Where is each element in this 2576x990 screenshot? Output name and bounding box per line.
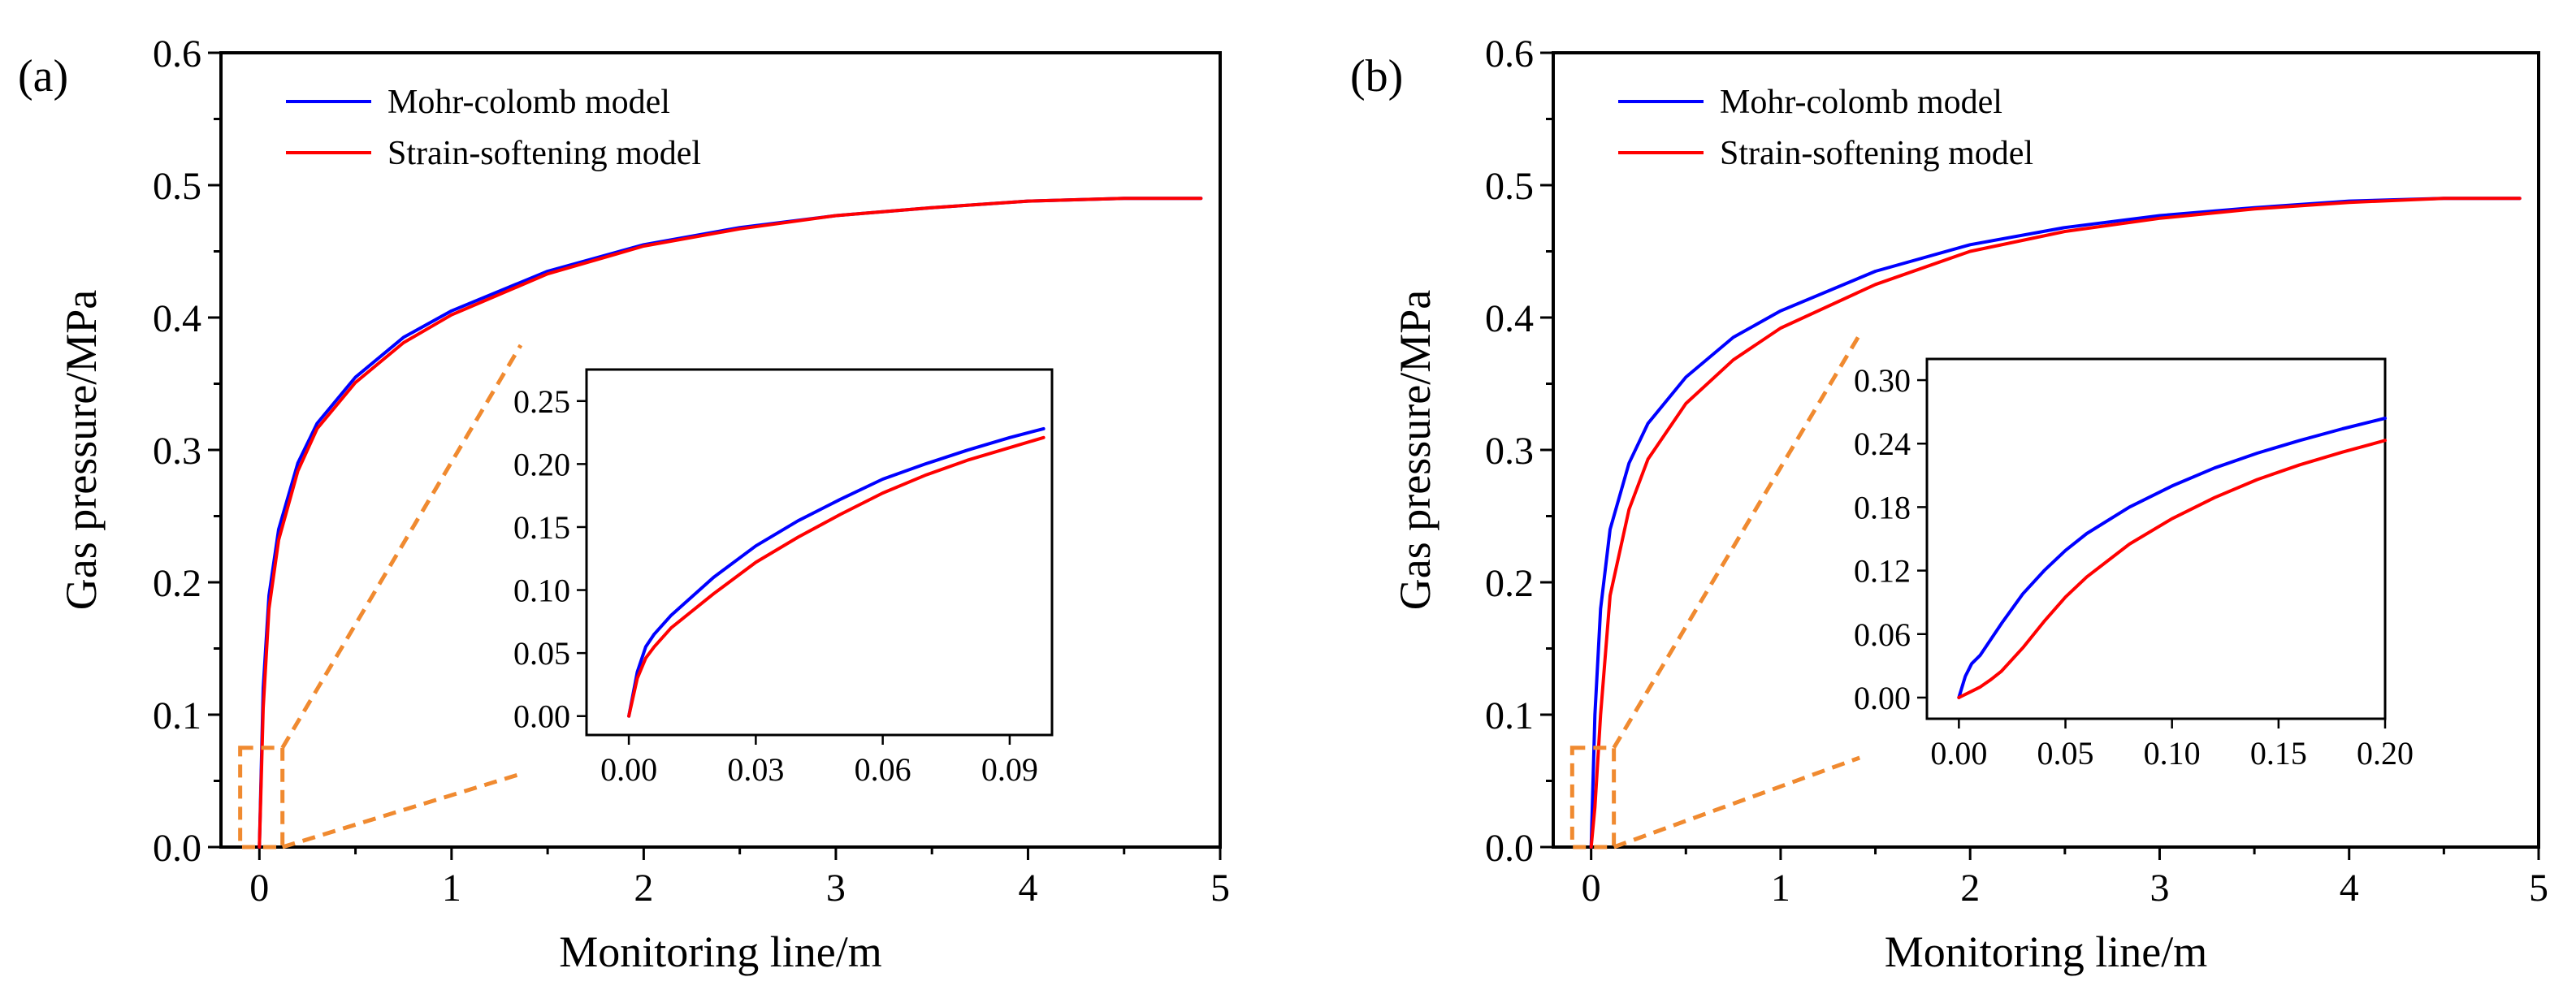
inset-y-tick-label: 0.00 bbox=[1854, 680, 1911, 716]
x-tick-label: 0 bbox=[1582, 867, 1601, 910]
inset-y-tick-label: 0.30 bbox=[1854, 362, 1911, 399]
inset-x-tick-label: 0.03 bbox=[727, 751, 784, 788]
x-tick-label: 0 bbox=[249, 867, 269, 910]
zoom-connector-upper bbox=[1612, 333, 1862, 750]
chart-panel-0: 0.0 0.1 0.2 0.3 0.4 0.5 0.6 0 1 2 3 4 5 Monitoring li… bbox=[18, 32, 1230, 976]
zoom-box bbox=[238, 746, 285, 849]
y-tick-label: 0.3 bbox=[153, 430, 201, 473]
x-axis-title: Monitoring line/m bbox=[1885, 927, 2208, 976]
inset-series-line-1 bbox=[1957, 439, 2387, 699]
inset-x-tick-label: 0.00 bbox=[600, 751, 657, 788]
x-tick-label: 1 bbox=[1771, 867, 1790, 910]
y-tick-label: 0.4 bbox=[153, 297, 201, 340]
zoom-connector-lower bbox=[281, 772, 522, 849]
x-tick-label: 5 bbox=[2529, 867, 2548, 910]
legend-label-1: Strain-softening model bbox=[1720, 135, 2033, 172]
inset-y-tick-label: 0.15 bbox=[513, 509, 570, 546]
y-axis-title: Gas pressure/MPa bbox=[1391, 290, 1440, 610]
inset-y-tick-label: 0.24 bbox=[1854, 426, 1911, 462]
inset-y-tick-label: 0.25 bbox=[513, 383, 570, 420]
y-tick-label: 0.0 bbox=[1485, 827, 1534, 870]
legend-label-0: Mohr-colomb model bbox=[1720, 84, 2002, 121]
y-tick-label: 0.1 bbox=[1485, 694, 1534, 737]
inset-x-tick-label: 0.20 bbox=[2357, 735, 2414, 772]
y-tick-label: 0.5 bbox=[1485, 165, 1534, 208]
inset-series-line-1 bbox=[627, 435, 1046, 718]
y-tick-label: 0.0 bbox=[153, 827, 201, 870]
inset-y-tick-label: 0.12 bbox=[1854, 553, 1911, 590]
x-tick-label: 4 bbox=[2340, 867, 2359, 910]
x-tick-label: 4 bbox=[1018, 867, 1037, 910]
inset-series-line-0 bbox=[1957, 417, 2387, 699]
inset-x-tick-label: 0.10 bbox=[2144, 735, 2201, 772]
inset-y-tick-label: 0.18 bbox=[1854, 489, 1911, 525]
legend-label-1: Strain-softening model bbox=[387, 135, 701, 172]
series-line-0 bbox=[258, 197, 1203, 849]
y-tick-label: 0.4 bbox=[1485, 297, 1534, 340]
panel-label: (a) bbox=[18, 51, 68, 102]
inset-chart: 0.00 0.05 0.10 0.15 0.20 0.25 0.00 0.03 0.06 0.09 bbox=[513, 368, 1054, 788]
inset-x-tick-label: 0.00 bbox=[1930, 735, 1987, 772]
series-line-1 bbox=[258, 197, 1203, 849]
inset-x-tick-label: 0.15 bbox=[2250, 735, 2307, 772]
y-tick-label: 0.3 bbox=[1485, 430, 1534, 473]
inset-x-tick-label: 0.05 bbox=[2037, 735, 2094, 772]
inset-y-tick-label: 0.05 bbox=[513, 635, 570, 672]
y-tick-label: 0.6 bbox=[1485, 32, 1534, 76]
inset-y-tick-label: 0.20 bbox=[513, 446, 570, 482]
inset-y-tick-label: 0.06 bbox=[1854, 616, 1911, 653]
panel-label: (b) bbox=[1350, 51, 1403, 102]
x-tick-label: 2 bbox=[1960, 867, 1980, 910]
inset-y-tick-label: 0.10 bbox=[513, 573, 570, 609]
y-tick-label: 0.2 bbox=[153, 562, 201, 605]
inset-x-tick-label: 0.09 bbox=[981, 751, 1038, 788]
chart-panel-1: 0.0 0.1 0.2 0.3 0.4 0.5 0.6 0 1 2 3 4 5 Monitoring li… bbox=[1350, 32, 2548, 976]
inset-x-tick-label: 0.06 bbox=[855, 751, 911, 788]
x-tick-label: 1 bbox=[442, 867, 461, 910]
legend-label-0: Mohr-colomb model bbox=[387, 84, 670, 121]
zoom-box bbox=[1569, 746, 1617, 849]
x-tick-label: 2 bbox=[634, 867, 653, 910]
x-axis-title: Monitoring line/m bbox=[559, 927, 882, 976]
inset-chart: 0.00 0.06 0.12 0.18 0.24 0.30 0.00 0.05 0.10 0.15… bbox=[1854, 357, 2414, 772]
y-tick-label: 0.6 bbox=[153, 32, 201, 76]
y-tick-label: 0.1 bbox=[153, 694, 201, 737]
inset-series-line-0 bbox=[627, 426, 1046, 718]
plot-frame bbox=[219, 51, 1222, 849]
inset-frame bbox=[1925, 357, 2387, 720]
y-tick-label: 0.2 bbox=[1485, 562, 1534, 605]
zoom-connector-lower bbox=[1613, 755, 1861, 849]
zoom-connector-upper bbox=[280, 344, 523, 750]
y-tick-label: 0.5 bbox=[153, 165, 201, 208]
x-tick-label: 5 bbox=[1210, 867, 1230, 910]
series-line-1 bbox=[1589, 197, 2522, 849]
y-axis-title: Gas pressure/MPa bbox=[57, 290, 106, 610]
inset-y-tick-label: 0.00 bbox=[513, 698, 570, 735]
x-tick-label: 3 bbox=[2150, 867, 2169, 910]
plot-frame bbox=[1552, 51, 2540, 849]
inset-frame bbox=[585, 368, 1054, 737]
x-tick-label: 3 bbox=[826, 867, 846, 910]
